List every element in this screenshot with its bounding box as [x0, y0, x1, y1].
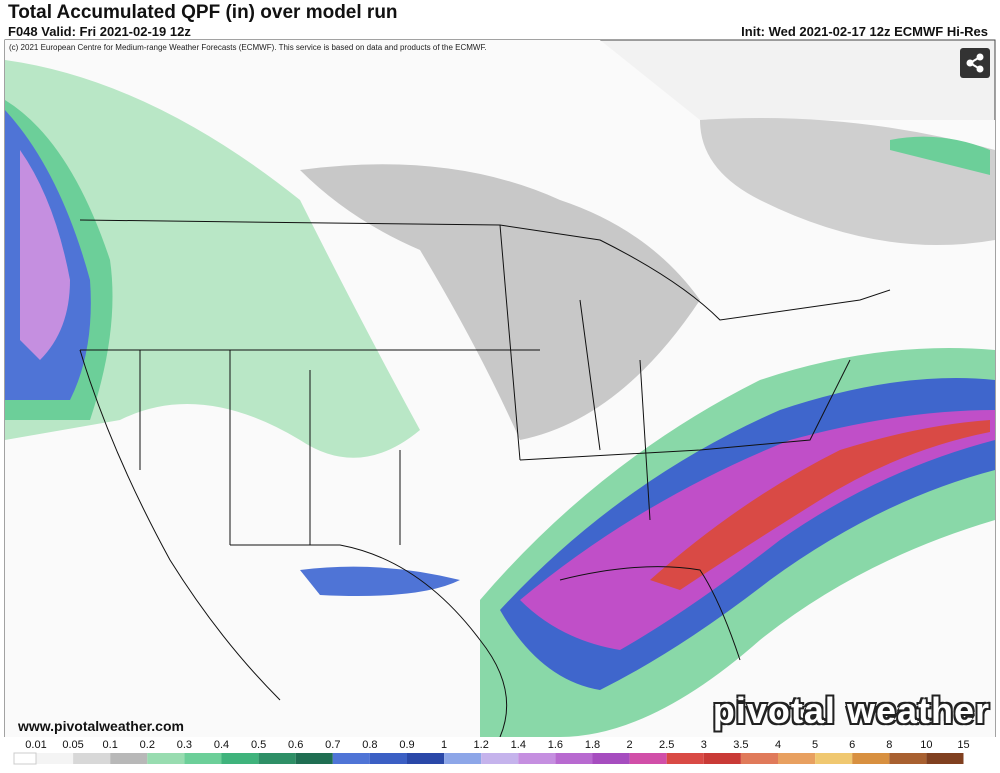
- colorbar-label: 0.2: [140, 739, 155, 751]
- colorbar-label: 1.6: [548, 739, 563, 751]
- colorbar-label: 0.8: [362, 739, 377, 751]
- valid-time: F048 Valid: Fri 2021-02-19 12z: [8, 24, 191, 39]
- colorbar-label: 3.5: [733, 739, 748, 751]
- colorbar-swatch: [184, 753, 222, 764]
- colorbar-swatch: [407, 753, 445, 764]
- colorbar-swatch: [555, 753, 593, 764]
- colorbar-label: 0.6: [288, 739, 303, 751]
- colorbar-label: 5: [812, 739, 818, 751]
- colorbar-swatch: [481, 753, 519, 764]
- colorbar-swatch: [258, 753, 296, 764]
- colorbar-swatch: [73, 753, 111, 764]
- colorbar-label: 0.1: [103, 739, 118, 751]
- colorbar-swatch: [815, 753, 853, 764]
- colorbar-swatch: [518, 753, 556, 764]
- colorbar-swatch: [740, 753, 778, 764]
- colorbar-label: 1.2: [474, 739, 489, 751]
- share-button[interactable]: [960, 48, 990, 78]
- colorbar-label: 1.8: [585, 739, 600, 751]
- colorbar-label: 1.4: [511, 739, 526, 751]
- colorbar-label: 8: [886, 739, 892, 751]
- colorbar-swatch: [444, 753, 482, 764]
- colorbar-swatch: [332, 753, 370, 764]
- share-icon: [966, 53, 984, 73]
- colorbar-swatch: [666, 753, 704, 764]
- colorbar-swatch: [221, 753, 259, 764]
- colorbar-label: 1: [441, 739, 447, 751]
- colorbar-label: 6: [849, 739, 855, 751]
- colorbar: 0.01 0.05 0.1 0.2 0.3 0.4 0.5 0.6 0.7 0.8 0.9 1 1.2 1…: [0, 737, 1000, 773]
- colorbar-swatch: [889, 753, 927, 764]
- colorbar-label: 0.05: [62, 739, 83, 751]
- colorbar-start: [13, 752, 37, 765]
- colorbar-swatch: [778, 753, 816, 764]
- site-url[interactable]: www.pivotalweather.com: [18, 718, 184, 734]
- colorbar-label: 10: [920, 739, 932, 751]
- colorbar-label: 4: [775, 739, 781, 751]
- colorbar-label: 15: [957, 739, 969, 751]
- colorbar-swatch: [926, 753, 964, 764]
- colorbar-label: 2: [627, 739, 633, 751]
- colorbar-label: 3: [701, 739, 707, 751]
- colorbar-swatch: [852, 753, 890, 764]
- copyright: (c) 2021 European Centre for Medium-rang…: [9, 43, 487, 52]
- colorbar-swatch: [36, 753, 74, 764]
- colorbar-swatch: [295, 753, 333, 764]
- colorbar-swatch: [629, 753, 667, 764]
- colorbar-label: 0.4: [214, 739, 229, 751]
- init-time: Init: Wed 2021-02-17 12z ECMWF Hi-Res: [741, 24, 988, 39]
- colorbar-label: 0.3: [177, 739, 192, 751]
- colorbar-swatch: [110, 753, 148, 764]
- colorbar-label: 0.01: [25, 739, 46, 751]
- colorbar-label: 2.5: [659, 739, 674, 751]
- logo: pivotal weather: [712, 690, 990, 731]
- colorbar-swatch: [592, 753, 630, 764]
- boundaries: [79, 219, 891, 738]
- precip-field: [5, 40, 995, 737]
- title: Total Accumulated QPF (in) over model ru…: [8, 2, 398, 23]
- colorbar-label: 0.9: [399, 739, 414, 751]
- colorbar-swatch: [369, 753, 407, 764]
- colorbar-swatch: [703, 753, 741, 764]
- colorbar-label: 0.5: [251, 739, 266, 751]
- colorbar-label: 0.7: [325, 739, 340, 751]
- colorbar-swatch: [147, 753, 185, 764]
